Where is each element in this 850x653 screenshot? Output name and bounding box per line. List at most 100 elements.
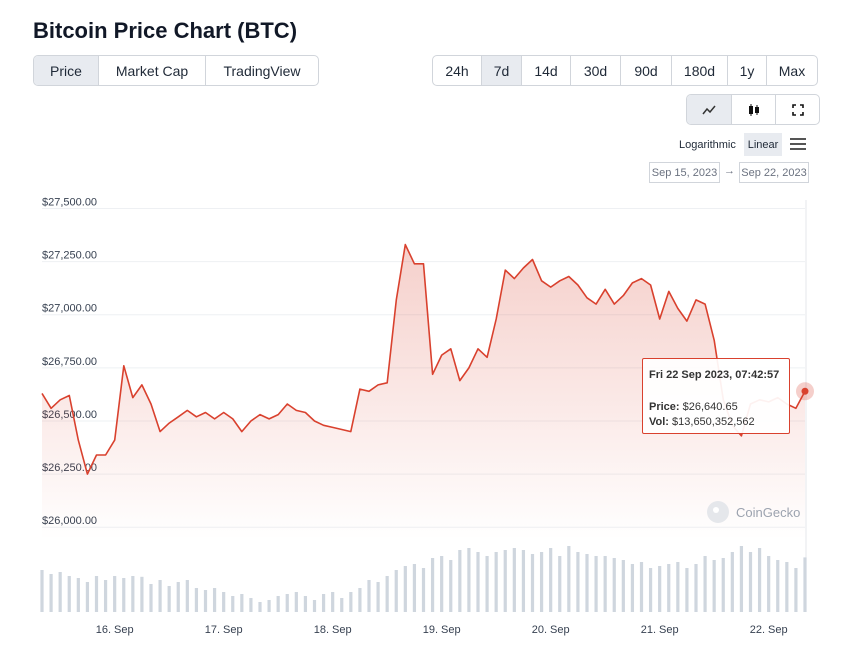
volume-bar — [312, 600, 317, 612]
range-button[interactable]: 30d — [571, 56, 621, 85]
x-tick-label: 20. Sep — [532, 624, 570, 636]
volume-bar — [94, 576, 99, 612]
tooltip: Fri 22 Sep 2023, 07:42:57 Price: $26,640… — [642, 358, 790, 434]
range-button[interactable]: 90d — [621, 56, 672, 85]
volume-bar — [440, 556, 444, 612]
volume-bar — [40, 570, 44, 612]
x-tick-label: 18. Sep — [314, 624, 352, 636]
tab[interactable]: Price — [34, 56, 99, 85]
volume-bar — [730, 552, 734, 612]
range-button[interactable]: 180d — [672, 56, 728, 85]
volume-bar — [403, 566, 407, 612]
volume-bar — [767, 556, 771, 612]
x-tick-label: 19. Sep — [423, 624, 461, 636]
x-tick-label: 22. Sep — [750, 624, 788, 636]
volume-bar — [667, 564, 671, 612]
volume-bar — [794, 568, 798, 612]
volume-bar — [212, 588, 217, 612]
volume-bar — [285, 594, 289, 612]
volume-bar — [113, 576, 117, 612]
volume-bar — [222, 592, 226, 612]
range-group: 24h 7d 14d 30d 90d 180d 1y Max — [432, 55, 818, 86]
volume-bar — [158, 580, 162, 612]
volume-bar — [321, 594, 326, 612]
tab[interactable]: TradingView — [223, 62, 301, 79]
volume-bar — [140, 576, 144, 612]
y-tick-label: $27,250.00 — [42, 250, 97, 262]
y-tick-label: $26,750.00 — [42, 356, 97, 368]
chart-type-group — [686, 94, 820, 125]
volume-bar — [748, 552, 753, 612]
page-title: Bitcoin Price Chart (BTC) — [33, 18, 298, 43]
volume-bar — [476, 552, 480, 612]
volume-bar — [149, 584, 153, 612]
date-from[interactable]: Sep 15, 2023 — [649, 162, 720, 183]
range-button[interactable]: 1y — [728, 56, 767, 85]
volume-bar — [194, 588, 199, 612]
tooltip-price-label: Price: — [649, 401, 680, 413]
volume-bar — [394, 570, 398, 612]
x-tick-label: 17. Sep — [205, 624, 243, 636]
volume-bar — [530, 554, 535, 612]
volume-bar — [494, 552, 498, 612]
volume-bar — [203, 590, 208, 612]
volume-bar — [249, 598, 253, 612]
volume-bar — [67, 576, 71, 612]
volume-bar — [712, 560, 716, 612]
volume-bar — [303, 596, 308, 612]
volume-bar — [122, 578, 126, 612]
volume-bar — [539, 552, 544, 612]
volume-bar — [349, 592, 353, 612]
volume-bar — [58, 572, 62, 612]
volume-bar — [294, 592, 298, 612]
volume-bar — [521, 550, 526, 612]
volume-bar — [585, 554, 589, 612]
volume-bar — [340, 598, 344, 612]
range-button[interactable]: 24h — [433, 56, 482, 85]
volume-bar — [376, 582, 380, 612]
volume-bar — [676, 562, 680, 612]
hover-marker — [801, 387, 809, 395]
range-button[interactable]: 14d — [522, 56, 571, 85]
fullscreen-button[interactable] — [776, 95, 819, 124]
volume-bar — [703, 556, 707, 612]
volume-bar — [331, 592, 335, 612]
volume-bar — [639, 562, 644, 612]
date-to[interactable]: Sep 22, 2023 — [739, 162, 809, 183]
area — [42, 244, 805, 540]
volume-bar — [721, 558, 725, 612]
volume-bar — [685, 568, 689, 612]
volume-bar — [430, 558, 435, 612]
volume-bar — [612, 558, 616, 612]
volume-bar — [85, 582, 90, 612]
tooltip-time: Fri 22 Sep 2023, 07:42:57 — [649, 369, 780, 381]
linear-scale-option[interactable]: Linear — [744, 133, 782, 156]
volume-bar — [757, 548, 762, 612]
volume-bar — [131, 576, 135, 612]
volume-bar — [458, 550, 462, 612]
volume-bar — [776, 560, 780, 612]
watermark-text: CoinGecko — [736, 504, 801, 520]
volume-bar — [49, 574, 53, 612]
price-line — [41, 243, 806, 475]
x-tick-label: 21. Sep — [641, 624, 679, 636]
range-button[interactable]: 7d — [482, 56, 522, 85]
candlestick-button[interactable] — [732, 95, 776, 124]
volume-bar — [185, 580, 189, 612]
volume-bar — [358, 588, 362, 612]
line-chart-button[interactable] — [687, 95, 732, 124]
watermark: CoinGecko — [706, 500, 800, 524]
volume-bar — [231, 596, 235, 612]
volume-bar — [558, 556, 562, 612]
volume-bar — [276, 596, 280, 612]
volume-bar — [467, 548, 471, 612]
volume-bar — [240, 594, 244, 612]
volume-bar — [512, 548, 516, 612]
volume-bar — [258, 602, 262, 612]
volume-bar — [785, 562, 789, 612]
log-scale-option[interactable]: Logarithmic — [679, 139, 736, 151]
tab-group: Price Market Cap TradingView — [33, 55, 319, 86]
range-button[interactable]: Max — [778, 62, 806, 79]
menu-icon[interactable] — [789, 137, 807, 151]
tab[interactable]: Market Cap — [99, 56, 206, 85]
